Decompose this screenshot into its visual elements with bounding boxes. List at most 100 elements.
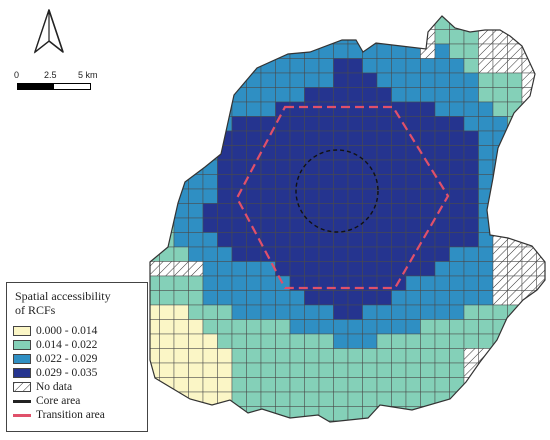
- grid-cell: [246, 58, 262, 74]
- grid-cell: [318, 159, 334, 175]
- grid-cell: [188, 58, 204, 74]
- no-data-cell: [507, 406, 523, 422]
- grid-cell: [391, 319, 407, 335]
- no-data-cell: [507, 16, 523, 30]
- no-data-cell: [492, 43, 508, 59]
- grid-cell: [289, 420, 305, 422]
- grid-cell: [405, 101, 421, 117]
- no-data-cell: [492, 275, 508, 291]
- grid-cell: [434, 72, 450, 88]
- grid-cell: [260, 246, 276, 262]
- grid-cell: [391, 304, 407, 320]
- grid-cell: [173, 246, 189, 262]
- grid-cell: [318, 101, 334, 117]
- grid-cell: [173, 116, 189, 132]
- grid-cell: [318, 333, 334, 349]
- grid-cell: [202, 304, 218, 320]
- grid-cell: [173, 188, 189, 204]
- grid-cell: [405, 377, 421, 393]
- grid-cell: [260, 101, 276, 117]
- grid-cell: [376, 406, 392, 422]
- grid-cell: [159, 232, 175, 248]
- grid-cell: [188, 101, 204, 117]
- no-data-cell: [492, 290, 508, 306]
- grid-cell: [405, 16, 421, 30]
- grid-cell: [463, 246, 479, 262]
- grid-cell: [173, 304, 189, 320]
- no-data-cell: [188, 261, 204, 277]
- grid-cell: [318, 391, 334, 407]
- grid-cell: [492, 217, 508, 233]
- legend-item-class-1: 0.000 - 0.014: [13, 324, 141, 338]
- grid-cell: [391, 362, 407, 378]
- grid-cell: [420, 246, 436, 262]
- grid-cell: [159, 362, 175, 378]
- grid-cell: [376, 43, 392, 59]
- grid-cell: [217, 43, 233, 59]
- grid-cell: [507, 145, 523, 161]
- grid-cell: [289, 391, 305, 407]
- no-data-cell: [536, 101, 545, 117]
- grid-cell: [434, 145, 450, 161]
- grid-cell: [304, 348, 320, 364]
- no-data-cell: [478, 391, 494, 407]
- grid-cell: [246, 203, 262, 219]
- grid-cell: [260, 188, 276, 204]
- no-data-cell: [521, 261, 537, 277]
- grid-cell: [405, 217, 421, 233]
- grid-cell: [159, 174, 175, 190]
- grid-cell: [275, 420, 291, 422]
- no-data-cell: [521, 290, 537, 306]
- grid-cell: [333, 304, 349, 320]
- no-data-cell: [536, 232, 545, 248]
- grid-cell: [420, 275, 436, 291]
- grid-cell: [304, 319, 320, 335]
- no-data-cell: [521, 29, 537, 45]
- grid-cell: [376, 58, 392, 74]
- grid-cell: [347, 348, 363, 364]
- grid-cell: [289, 232, 305, 248]
- grid-cell: [217, 145, 233, 161]
- grid-cell: [347, 420, 363, 422]
- grid-cell: [275, 174, 291, 190]
- grid-cell: [492, 174, 508, 190]
- grid-cell: [304, 232, 320, 248]
- grid-cell: [420, 377, 436, 393]
- grid-cell: [333, 348, 349, 364]
- scale-label-mid: 2.5: [44, 70, 57, 80]
- grid-cell: [188, 217, 204, 233]
- grid-cell: [260, 261, 276, 277]
- grid-cell: [333, 217, 349, 233]
- scale-bar: 0 2.5 5 km: [10, 70, 110, 100]
- grid-cell: [376, 116, 392, 132]
- grid-cell: [289, 377, 305, 393]
- grid-cell: [202, 174, 218, 190]
- grid-cell: [362, 348, 378, 364]
- grid-cell: [231, 29, 247, 45]
- grid-cell: [304, 29, 320, 45]
- no-data-cell: [492, 261, 508, 277]
- grid-cell: [507, 87, 523, 103]
- grid-cell: [150, 246, 160, 262]
- grid-cell: [304, 217, 320, 233]
- legend-line-core: [13, 399, 31, 403]
- grid-cell: [231, 116, 247, 132]
- grid-cell: [376, 101, 392, 117]
- grid-cell: [188, 319, 204, 335]
- grid-cell: [304, 391, 320, 407]
- grid-cell: [405, 333, 421, 349]
- grid-cell: [492, 333, 508, 349]
- grid-cell: [188, 72, 204, 88]
- no-data-cell: [536, 16, 545, 30]
- grid-cell: [420, 72, 436, 88]
- grid-cell: [159, 159, 175, 175]
- grid-cell: [449, 203, 465, 219]
- grid-cell: [333, 188, 349, 204]
- grid-cell: [217, 420, 233, 422]
- grid-cell: [289, 101, 305, 117]
- grid-cell: [478, 116, 494, 132]
- grid-cell: [246, 391, 262, 407]
- grid-cell: [391, 290, 407, 306]
- grid-cell: [173, 406, 189, 422]
- grid-cell: [347, 377, 363, 393]
